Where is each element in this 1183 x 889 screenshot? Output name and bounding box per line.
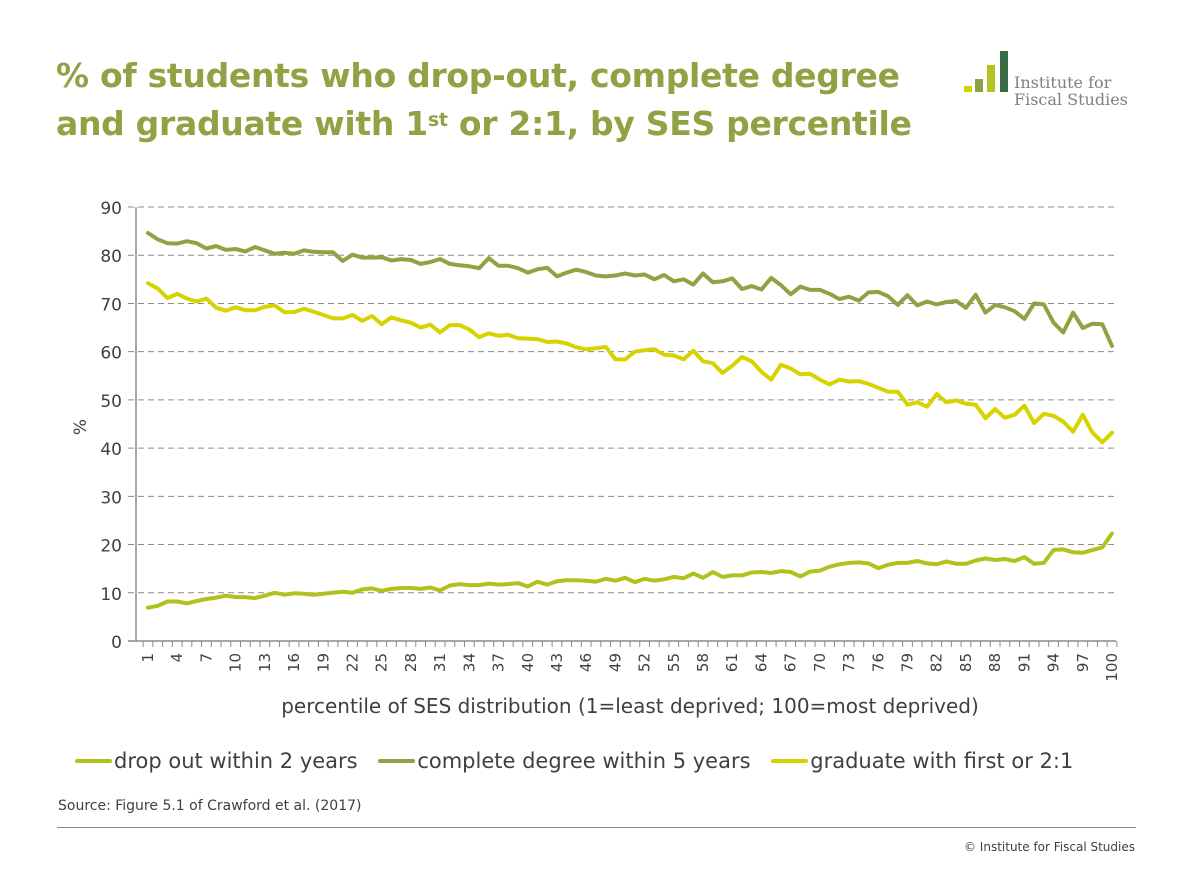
x-tick-label: 25 <box>373 653 391 672</box>
legend-label-graduate: graduate with first or 2:1 <box>810 749 1074 773</box>
x-tick-label: 97 <box>1074 653 1092 672</box>
x-tick-label: 28 <box>402 653 420 672</box>
x-tick-label: 1 <box>139 653 157 663</box>
legend-label-dropout: drop out within 2 years <box>114 749 358 773</box>
x-tick-label: 82 <box>928 653 946 672</box>
graduate-line <box>146 281 1114 445</box>
logo-text-line2: Fiscal Studies <box>1014 90 1128 109</box>
x-tick-label: 37 <box>490 653 508 672</box>
x-tick-label: 85 <box>957 653 975 672</box>
title-line2-text: and graduate with 1 <box>56 104 428 143</box>
x-tick-label: 52 <box>636 653 654 672</box>
x-tick-label: 76 <box>869 653 887 672</box>
x-tick-label: 67 <box>782 653 800 672</box>
x-tick-label: 16 <box>285 653 303 672</box>
x-tick-label: 49 <box>606 653 624 672</box>
series-lines <box>146 231 1114 610</box>
line-chart: 0 10 20 30 40 50 60 70 80 90 1 4 7 10 13 16 19 22 25 28 31 3… <box>71 199 1121 718</box>
legend-swatch-complete <box>378 759 416 763</box>
x-tick-label: 10 <box>227 653 245 672</box>
y-tick-label: 40 <box>100 440 122 460</box>
x-tick-label: 40 <box>519 653 537 672</box>
x-axis-label: percentile of SES distribution (1=least … <box>281 694 979 718</box>
footer-divider <box>57 827 1136 828</box>
chart-title-line1: % of students who drop-out, complete deg… <box>56 56 900 95</box>
y-tick-label: 70 <box>100 295 122 315</box>
chart-title: % of students who drop-out, complete deg… <box>56 52 956 148</box>
x-tick-label: 46 <box>577 653 595 672</box>
logo-bar-3 <box>987 65 995 92</box>
chart-title-line2: and graduate with 1st or 2:1, by SES per… <box>56 100 956 148</box>
title-line2-text-end: or 2:1, by SES percentile <box>447 104 912 143</box>
legend-item-complete: complete degree within 5 years <box>378 749 751 773</box>
x-tick-label: 94 <box>1045 653 1063 672</box>
x-tick-label: 79 <box>899 653 917 672</box>
x-tick-label: 58 <box>694 653 712 672</box>
source-note: Source: Figure 5.1 of Crawford et al. (2… <box>58 798 362 814</box>
ifs-logo: Institute for Fiscal Studies <box>960 50 1150 120</box>
logo-bar-4 <box>1000 51 1008 92</box>
logo-text-line1: Institute for <box>1014 73 1112 92</box>
y-axis-label: % <box>71 419 91 435</box>
y-tick-label: 0 <box>111 633 122 653</box>
x-tick-label: 13 <box>256 653 274 672</box>
x-tick-label: 22 <box>343 653 361 672</box>
x-tick-label: 70 <box>811 653 829 672</box>
y-tick-label: 90 <box>100 199 122 219</box>
legend-item-dropout: drop out within 2 years <box>75 749 358 773</box>
legend-swatch-graduate <box>771 759 809 763</box>
y-tick-label: 60 <box>100 344 122 364</box>
x-tick-label: 34 <box>460 653 478 672</box>
logo-text: Institute for Fiscal Studies <box>1014 74 1128 108</box>
x-tick-label: 100 <box>1103 653 1121 682</box>
y-tick-label: 30 <box>100 488 122 508</box>
x-tick-label: 91 <box>1015 653 1033 672</box>
y-tick-label: 50 <box>100 392 122 412</box>
title-superscript: st <box>427 109 448 131</box>
legend-swatch-dropout <box>75 759 112 763</box>
x-tick-label: 43 <box>548 653 566 672</box>
x-axis: 1 4 7 10 13 16 19 22 25 28 31 34 37 40 43 46 49 52 55 58 61 6… <box>128 640 1121 682</box>
complete-degree-line <box>146 231 1114 348</box>
copyright-note: © Institute for Fiscal Studies <box>963 840 1135 854</box>
x-tick-label: 7 <box>197 653 215 663</box>
logo-bar-2 <box>975 79 983 92</box>
x-tick-label: 55 <box>665 653 683 672</box>
dropout-line <box>146 531 1114 610</box>
x-tick-label: 4 <box>168 653 186 663</box>
x-tick-label: 19 <box>314 653 332 672</box>
grid-lines <box>128 206 1116 594</box>
y-tick-label: 10 <box>100 585 122 605</box>
y-tick-label: 20 <box>100 537 122 557</box>
legend: drop out within 2 years complete degree … <box>75 744 1087 773</box>
x-tick-label: 64 <box>752 653 770 672</box>
y-tick-label: 80 <box>100 247 122 267</box>
logo-bar-1 <box>964 86 972 92</box>
x-tick-label: 61 <box>723 653 741 672</box>
x-tick-label: 31 <box>431 653 449 672</box>
x-tick-label: 88 <box>986 653 1004 672</box>
legend-label-complete: complete degree within 5 years <box>417 749 751 773</box>
legend-item-graduate: graduate with first or 2:1 <box>771 749 1073 773</box>
y-axis: 0 10 20 30 40 50 60 70 80 90 <box>100 199 137 653</box>
x-tick-label: 73 <box>840 653 858 672</box>
